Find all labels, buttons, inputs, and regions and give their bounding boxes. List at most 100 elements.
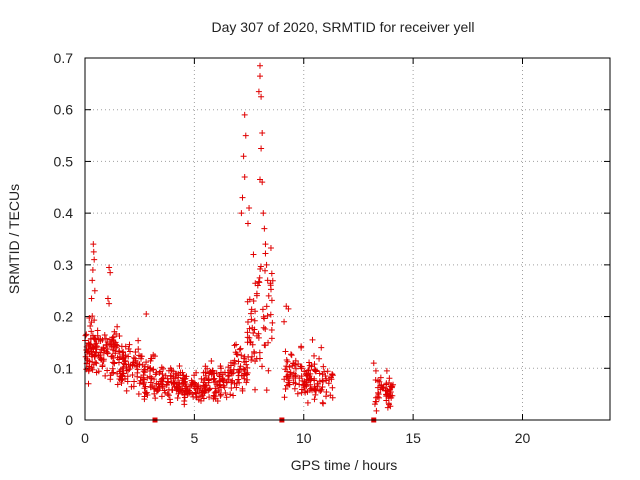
data-point <box>285 305 292 312</box>
data-point <box>304 372 311 379</box>
data-point <box>89 277 96 284</box>
data-point <box>250 330 257 337</box>
data-point <box>223 394 230 401</box>
data-point <box>324 368 331 375</box>
data-point <box>210 375 217 382</box>
data-point <box>120 364 127 371</box>
data-point <box>281 318 288 325</box>
data-point <box>168 373 175 380</box>
data-point <box>189 391 196 398</box>
data-point <box>320 363 327 370</box>
x-axis-label: GPS time / hours <box>291 457 398 473</box>
data-point <box>374 384 381 391</box>
x-tick-label: 10 <box>296 430 312 446</box>
data-point <box>88 365 95 372</box>
data-point <box>138 353 145 360</box>
data-point <box>244 298 251 305</box>
data-point <box>316 355 323 362</box>
axis-ticks <box>84 57 610 421</box>
data-point <box>83 347 90 354</box>
data-point <box>383 367 390 374</box>
data-point <box>262 241 269 248</box>
data-point <box>207 368 214 375</box>
data-point <box>250 298 257 305</box>
data-point <box>171 381 178 388</box>
data-point <box>251 317 258 324</box>
data-point <box>238 352 245 359</box>
data-point <box>230 392 237 399</box>
data-point <box>254 332 261 339</box>
grid-lines <box>85 58 610 420</box>
data-point <box>222 390 229 397</box>
data-point <box>98 346 105 353</box>
data-point <box>269 319 276 326</box>
data-point <box>217 392 224 399</box>
data-point <box>110 337 117 344</box>
data-point <box>158 393 165 400</box>
data-point <box>216 373 223 380</box>
data-point <box>115 348 122 355</box>
data-point <box>216 372 223 379</box>
data-point <box>262 342 269 349</box>
x-tick-label: 20 <box>515 430 531 446</box>
y-tick-label: 0.5 <box>54 153 74 169</box>
data-point <box>316 387 323 394</box>
data-point <box>319 383 326 390</box>
data-point <box>110 346 117 353</box>
data-point <box>383 397 390 404</box>
data-point <box>89 313 96 320</box>
data-point <box>295 361 302 368</box>
data-point <box>252 308 259 315</box>
data-point <box>176 363 183 370</box>
data-point <box>265 292 272 299</box>
data-point <box>219 371 226 378</box>
data-point <box>88 295 95 302</box>
data-point <box>263 303 270 310</box>
data-point <box>212 388 219 395</box>
data-point <box>264 312 271 319</box>
data-point <box>181 398 188 405</box>
data-point <box>236 346 243 353</box>
data-point <box>257 266 264 273</box>
y-tick-label: 0.1 <box>54 360 74 376</box>
data-point <box>244 319 251 326</box>
data-point <box>258 93 265 100</box>
data-point <box>228 378 235 385</box>
data-point <box>380 385 387 392</box>
data-point <box>125 345 132 352</box>
data-point <box>165 378 172 385</box>
data-point <box>114 381 121 388</box>
data-point <box>106 336 113 343</box>
data-point <box>304 399 311 406</box>
data-point <box>285 379 292 386</box>
data-point <box>307 375 314 382</box>
data-point <box>312 368 319 375</box>
data-points <box>82 62 397 414</box>
data-point <box>202 372 209 379</box>
data-point <box>294 390 301 397</box>
data-point <box>206 386 213 393</box>
data-point <box>155 387 162 394</box>
data-point <box>306 359 313 366</box>
data-point <box>250 251 257 258</box>
data-point <box>262 326 269 333</box>
data-point <box>282 348 289 355</box>
data-point <box>301 378 308 385</box>
data-point <box>111 328 118 335</box>
data-point <box>85 380 92 387</box>
data-point <box>329 384 336 391</box>
data-point <box>320 400 327 407</box>
data-point <box>254 282 261 289</box>
data-point <box>329 372 336 379</box>
data-point <box>169 386 176 393</box>
data-point <box>370 360 377 367</box>
data-point <box>158 364 165 371</box>
data-point <box>263 261 270 268</box>
data-point <box>263 387 270 394</box>
data-point <box>215 387 222 394</box>
data-point <box>183 388 190 395</box>
data-point <box>94 327 101 334</box>
data-point <box>192 389 199 396</box>
y-tick-label: 0 <box>65 412 73 428</box>
